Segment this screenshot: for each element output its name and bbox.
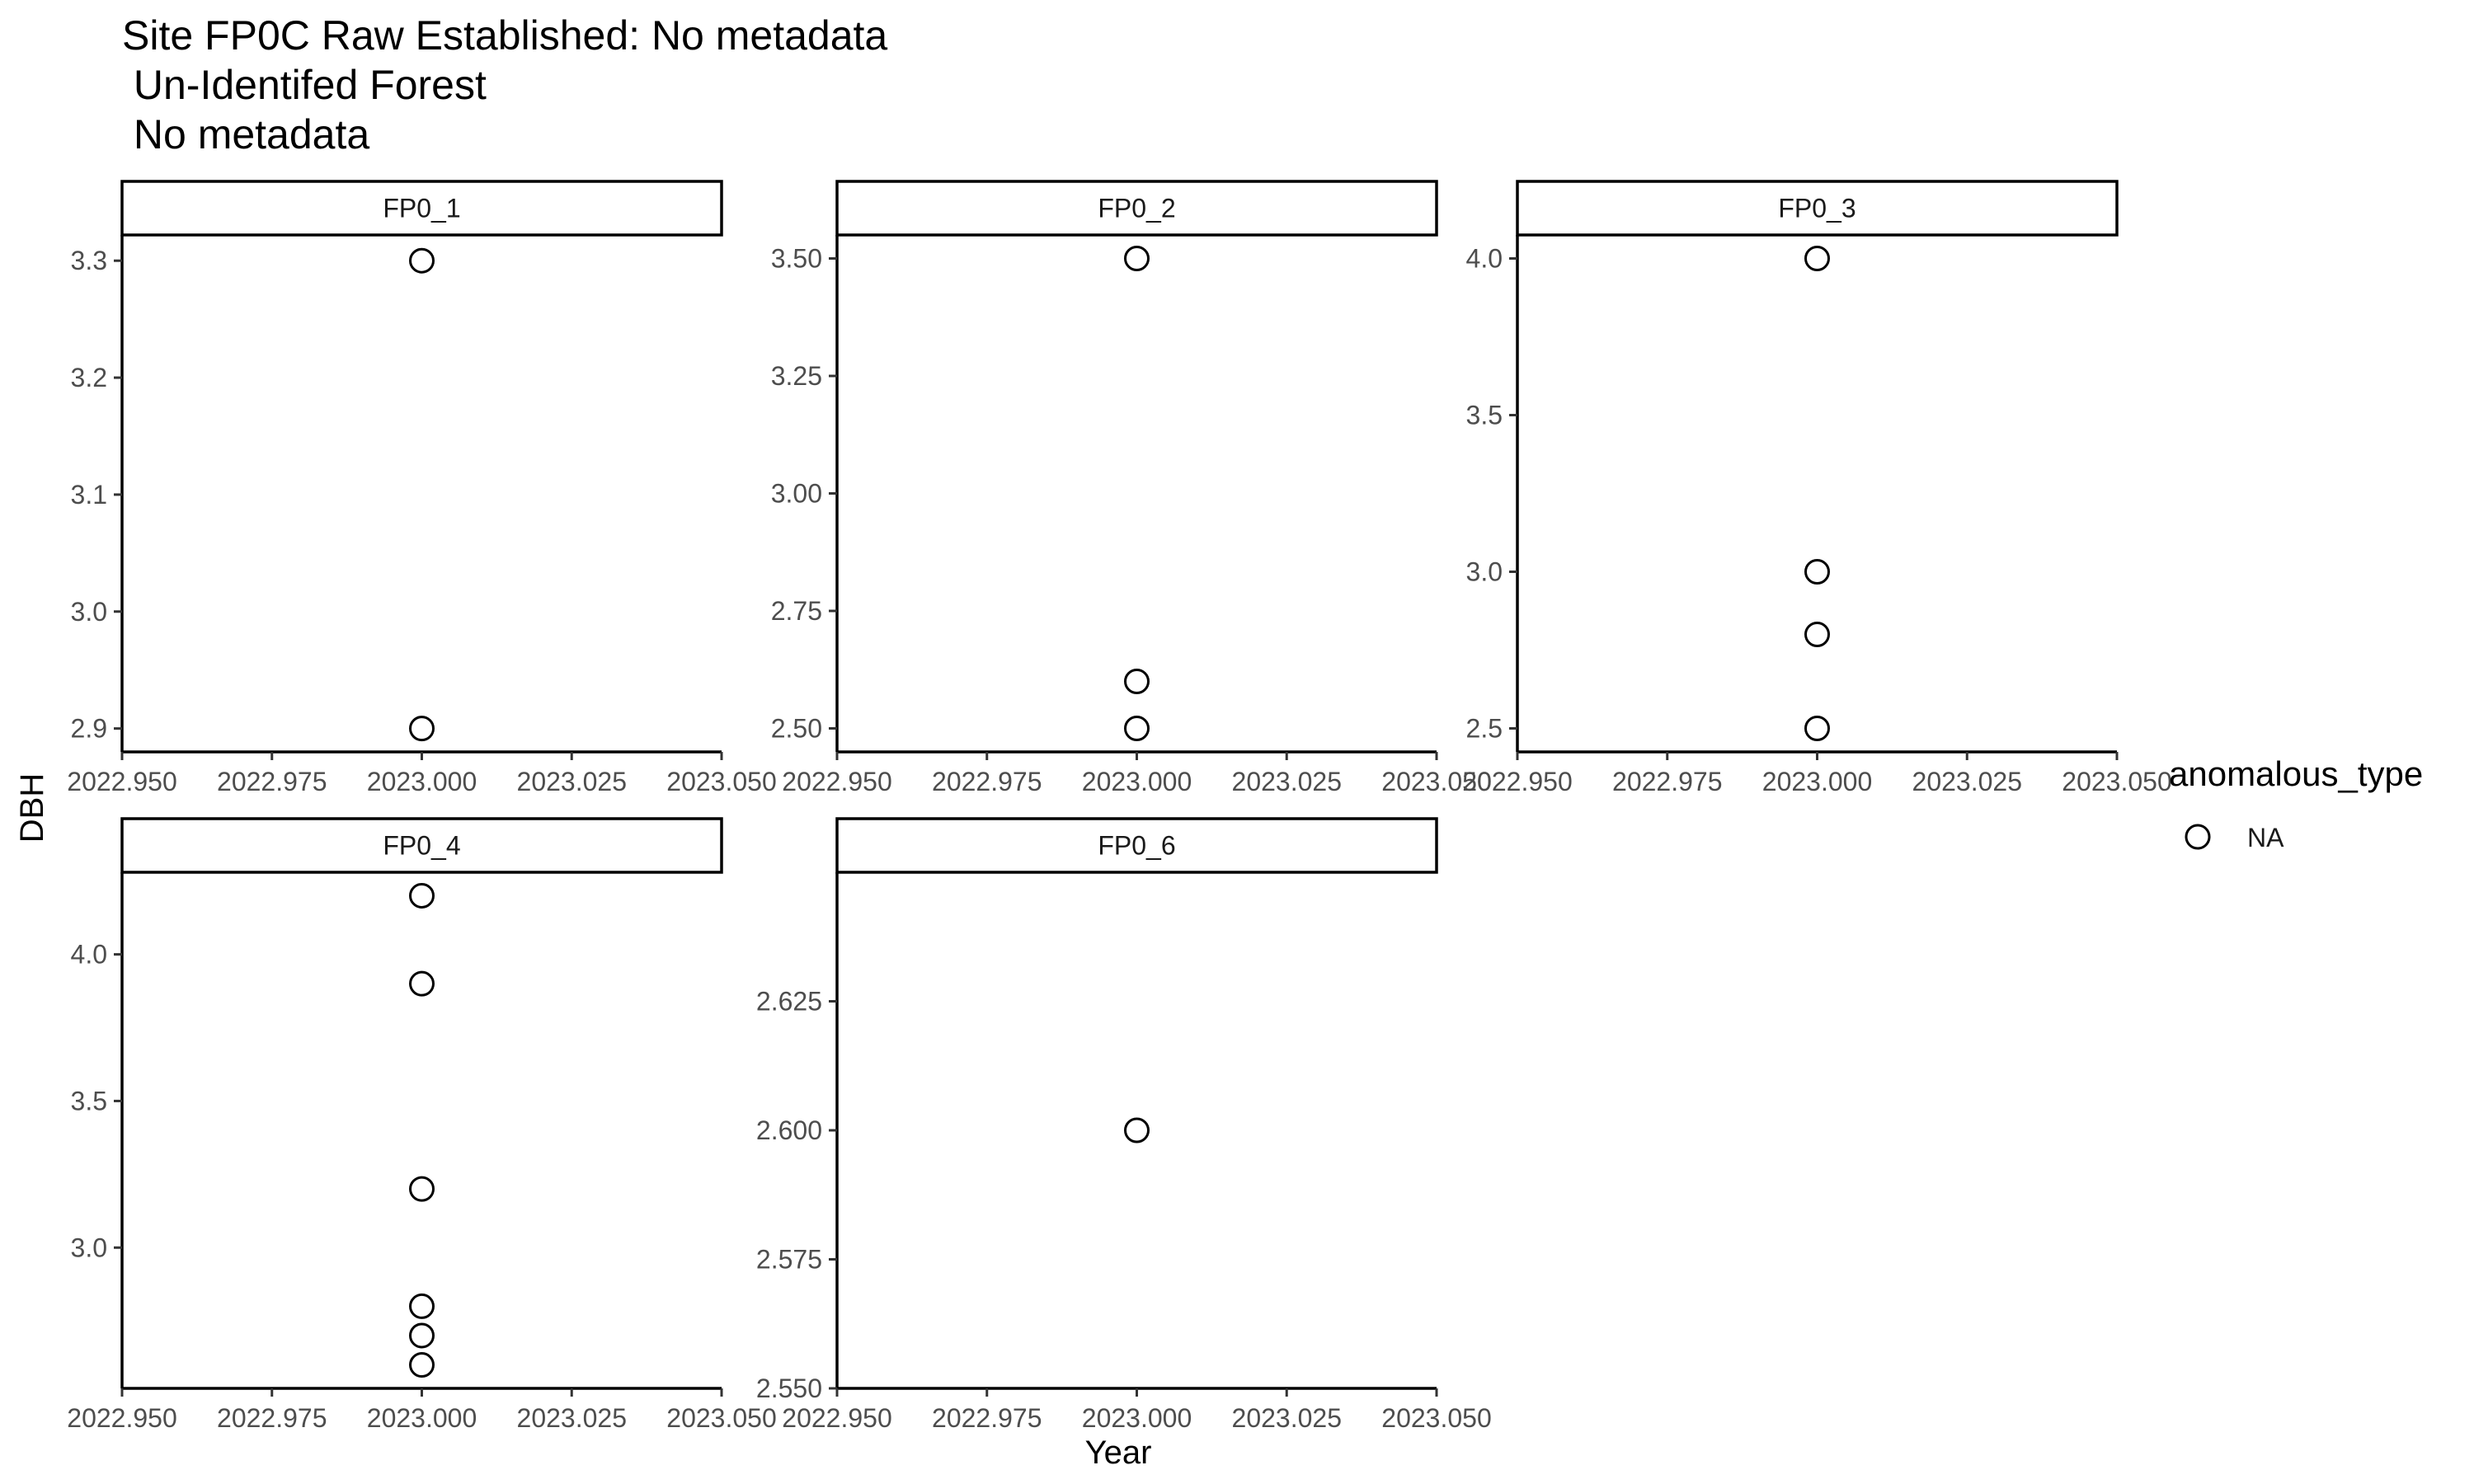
legend: anomalous_type NA: [2169, 754, 2423, 852]
y-axis-title: DBH: [14, 773, 50, 843]
y-tick-label: 3.0: [71, 1233, 107, 1262]
x-tick-label: 2023.000: [1082, 1403, 1192, 1433]
facet-panel-fp0-6: FP0_6 2.550 2.575 2.600 2.625 2022.950 2022.97…: [756, 817, 1492, 1433]
data-point: [1124, 716, 1150, 741]
chart-title-line: Un-Identifed Forest: [122, 62, 487, 108]
x-tick-label: 2023.025: [1232, 1403, 1342, 1433]
data-point: [409, 716, 435, 742]
facet-strip: [835, 817, 1438, 874]
x-tick-label: 2022.950: [1462, 767, 1572, 796]
chart-title-line: No metadata: [122, 111, 369, 157]
x-axis-title: Year: [1085, 1435, 1152, 1471]
facet-strip-label: FP0_1: [383, 194, 460, 223]
x-tick-label: 2022.975: [217, 767, 327, 796]
y-tick-label: 4.0: [1466, 244, 1503, 274]
y-tick-label: 3.0: [71, 597, 107, 627]
facet-strip-label: FP0_2: [1098, 194, 1175, 223]
y-tick-label: 2.625: [756, 987, 822, 1017]
facet-panel-fp0-3: FP0_3 2.5 3.0 3.5 4.0 2022.950 2022.975 2023.00…: [1462, 180, 2172, 796]
y-tick-label: 3.00: [771, 479, 822, 509]
x-tick-label: 2023.025: [1912, 767, 2022, 796]
facet-panel-fp0-1: FP0_1 2.9 3.0 3.1 3.2 3.3 2022.950 2022.975 2023…: [67, 180, 777, 796]
facet-strip-label: FP0_3: [1778, 194, 1856, 223]
facet-strip-label: FP0_4: [383, 831, 460, 861]
y-tick-label: 3.0: [1466, 557, 1503, 587]
y-tick-label: 4.0: [71, 940, 107, 970]
y-tick-label: 3.2: [71, 363, 107, 392]
y-tick-label: 2.9: [71, 714, 107, 744]
x-tick-label: 2023.025: [1232, 767, 1342, 796]
data-point: [409, 247, 435, 274]
y-tick-label: 3.5: [71, 1086, 107, 1115]
y-tick-label: 2.5: [1466, 714, 1503, 744]
facet-strip: [1516, 180, 2119, 237]
x-tick-label: 2022.950: [67, 1403, 176, 1433]
y-tick-label: 3.3: [71, 246, 107, 275]
x-tick-label: 2023.050: [666, 1403, 776, 1433]
x-tick-label: 2023.000: [367, 1403, 477, 1433]
legend-title: anomalous_type: [2169, 754, 2423, 793]
y-tick-label: 2.50: [771, 714, 822, 744]
data-point: [1804, 246, 1830, 271]
x-tick-label: 2023.025: [517, 767, 627, 796]
x-tick-label: 2022.950: [67, 767, 176, 796]
data-point: [409, 882, 435, 909]
facet-strip: [120, 817, 723, 874]
data-point: [1124, 246, 1150, 271]
legend-key-circle: [2185, 824, 2211, 850]
facet-strip: [120, 180, 723, 237]
chart-title: Site FP0C Raw Established: No metadata U…: [122, 12, 887, 157]
x-tick-label: 2023.025: [517, 1403, 627, 1433]
facet-strip: [835, 180, 1438, 237]
data-point: [409, 1293, 435, 1319]
data-point: [1124, 1117, 1150, 1144]
x-tick-label: 2023.050: [2062, 767, 2171, 796]
y-tick-label: 2.600: [756, 1115, 822, 1145]
facet-panels: FP0_1 2.9 3.0 3.1 3.2 3.3 2022.950 2022.975 2023…: [67, 180, 2172, 1433]
y-tick-label: 3.1: [71, 480, 107, 510]
y-tick-label: 2.75: [771, 596, 822, 626]
x-tick-label: 2022.975: [1612, 767, 1722, 796]
y-tick-label: 3.25: [771, 361, 822, 391]
y-tick-label: 3.5: [1466, 401, 1503, 430]
y-tick-label: 3.50: [771, 244, 822, 274]
data-point: [1804, 716, 1830, 741]
facet-panel-fp0-2: FP0_2 2.50 2.75 3.00 3.25 3.50 2022.950 2022.97…: [771, 180, 1492, 796]
y-tick-label: 2.575: [756, 1245, 822, 1275]
data-point: [409, 1352, 435, 1378]
x-tick-label: 2022.975: [932, 767, 1042, 796]
data-point: [1804, 559, 1830, 585]
x-tick-label: 2023.000: [1082, 767, 1192, 796]
legend-entry-label: NA: [2247, 823, 2284, 852]
y-tick-label: 2.550: [756, 1374, 822, 1403]
data-point: [409, 1176, 435, 1202]
data-point: [409, 970, 435, 997]
x-tick-label: 2022.975: [932, 1403, 1042, 1433]
x-tick-label: 2022.950: [782, 1403, 891, 1433]
x-tick-label: 2023.000: [1762, 767, 1872, 796]
facet-strip-label: FP0_6: [1098, 831, 1175, 861]
x-tick-label: 2023.050: [666, 767, 776, 796]
data-point: [1124, 669, 1150, 694]
x-tick-label: 2023.050: [1381, 767, 1491, 796]
chart-title-line: Site FP0C Raw Established: No metadata: [122, 12, 887, 59]
x-tick-label: 2022.950: [782, 767, 891, 796]
x-tick-label: 2023.000: [367, 767, 477, 796]
x-tick-label: 2023.050: [1381, 1403, 1491, 1433]
x-tick-label: 2022.975: [217, 1403, 327, 1433]
data-point: [1804, 622, 1830, 647]
data-point: [409, 1322, 435, 1349]
facet-panel-fp0-4: FP0_4 3.0 3.5 4.0 2022.950 2022.975 2023.000 20…: [67, 817, 777, 1433]
